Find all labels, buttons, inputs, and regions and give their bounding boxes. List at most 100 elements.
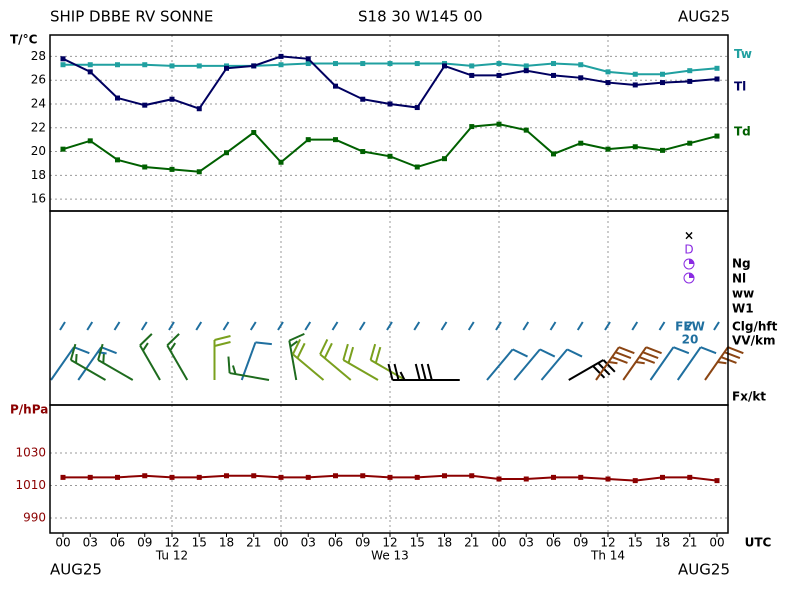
wind-barb — [139, 333, 161, 381]
cloud-symbol — [86, 321, 94, 331]
cloud-symbol — [631, 321, 639, 331]
point — [360, 473, 366, 479]
x-tick-label: 12 — [164, 536, 179, 550]
point — [687, 474, 693, 480]
cloud-symbol — [59, 321, 66, 331]
point — [87, 62, 93, 68]
barb-part — [608, 360, 618, 365]
point — [578, 75, 584, 81]
barb-part — [77, 346, 103, 381]
symbol: × — [684, 229, 694, 243]
symbol — [689, 273, 694, 278]
barb-part — [97, 343, 104, 361]
symbol — [689, 259, 694, 264]
barb-part — [615, 351, 632, 359]
point — [687, 78, 693, 84]
cloud-symbol — [685, 321, 693, 331]
point — [278, 62, 284, 68]
point — [360, 96, 366, 102]
point — [196, 169, 202, 175]
cloud-symbol — [195, 321, 203, 331]
barb-part — [611, 356, 628, 364]
y-tick-label: 24 — [31, 96, 46, 110]
point — [360, 61, 366, 67]
point — [660, 474, 665, 480]
barb-part — [97, 351, 107, 355]
point — [687, 68, 693, 74]
x-tick-label: 09 — [355, 536, 370, 550]
barb-part — [102, 354, 105, 364]
cloud-symbol — [249, 321, 257, 331]
day-label: We 13 — [371, 549, 409, 563]
x-tick-label: 03 — [301, 536, 316, 550]
point — [469, 72, 475, 78]
barb-part — [673, 346, 690, 355]
point — [469, 473, 475, 479]
point — [115, 474, 120, 480]
row-label: VV/km — [732, 334, 775, 348]
wind-barb — [342, 343, 379, 381]
point — [387, 474, 393, 480]
point — [60, 62, 66, 68]
x-tick-label: 15 — [410, 536, 425, 550]
barb-part — [73, 346, 90, 355]
x-tick-label: 03 — [83, 536, 98, 550]
row-label: Clg/hft — [732, 320, 778, 334]
cloud-symbol — [522, 321, 530, 331]
barb-part — [369, 343, 377, 361]
position: S18 30 W145 00 — [358, 8, 483, 26]
point — [414, 474, 420, 480]
barb-part — [232, 365, 237, 375]
barb-part — [255, 341, 272, 346]
barb-part — [342, 359, 379, 381]
y-tick-label: 26 — [31, 73, 46, 87]
barb-part — [540, 348, 568, 381]
barb-part — [288, 340, 298, 381]
point — [142, 102, 148, 108]
point — [115, 62, 120, 68]
x-tick-label: 12 — [382, 536, 397, 550]
barb-part — [166, 333, 180, 347]
point — [414, 61, 420, 67]
point — [278, 159, 284, 165]
point — [714, 133, 720, 139]
x-tick-label: 09 — [137, 536, 152, 550]
point — [278, 53, 284, 59]
point — [605, 69, 611, 75]
barb-part — [387, 363, 394, 381]
point — [442, 156, 447, 162]
barb-part — [486, 348, 514, 381]
point — [169, 474, 175, 480]
barb-part — [595, 346, 620, 381]
barb-part — [414, 363, 421, 381]
barb-part — [512, 348, 528, 358]
barb-part — [717, 360, 727, 365]
x-tick-label: 21 — [246, 536, 261, 550]
barb-part — [393, 363, 400, 381]
x-tick-label: 06 — [110, 536, 125, 550]
y-tick-label: 28 — [31, 49, 46, 63]
y-axis-title: T/°C — [10, 33, 38, 47]
wind-barb — [414, 363, 460, 381]
point — [251, 473, 257, 479]
point — [551, 72, 556, 78]
point — [523, 63, 529, 69]
row-label: W1 — [732, 302, 754, 316]
wind-barb — [704, 346, 744, 381]
y-tick-label: 1010 — [15, 478, 46, 492]
point — [169, 63, 175, 69]
month: AUG25 — [678, 561, 730, 579]
barb-part — [292, 353, 325, 381]
x-tick-label: 06 — [328, 536, 343, 550]
point — [360, 149, 366, 155]
x-tick-label: 06 — [546, 536, 561, 550]
barb-part — [513, 348, 541, 381]
point — [660, 71, 665, 77]
barb-part — [566, 348, 583, 358]
point — [523, 476, 529, 482]
legend-label: Tl — [734, 80, 746, 94]
point — [87, 474, 93, 480]
wind-barb — [166, 333, 189, 381]
point — [578, 474, 584, 480]
point — [551, 151, 556, 157]
